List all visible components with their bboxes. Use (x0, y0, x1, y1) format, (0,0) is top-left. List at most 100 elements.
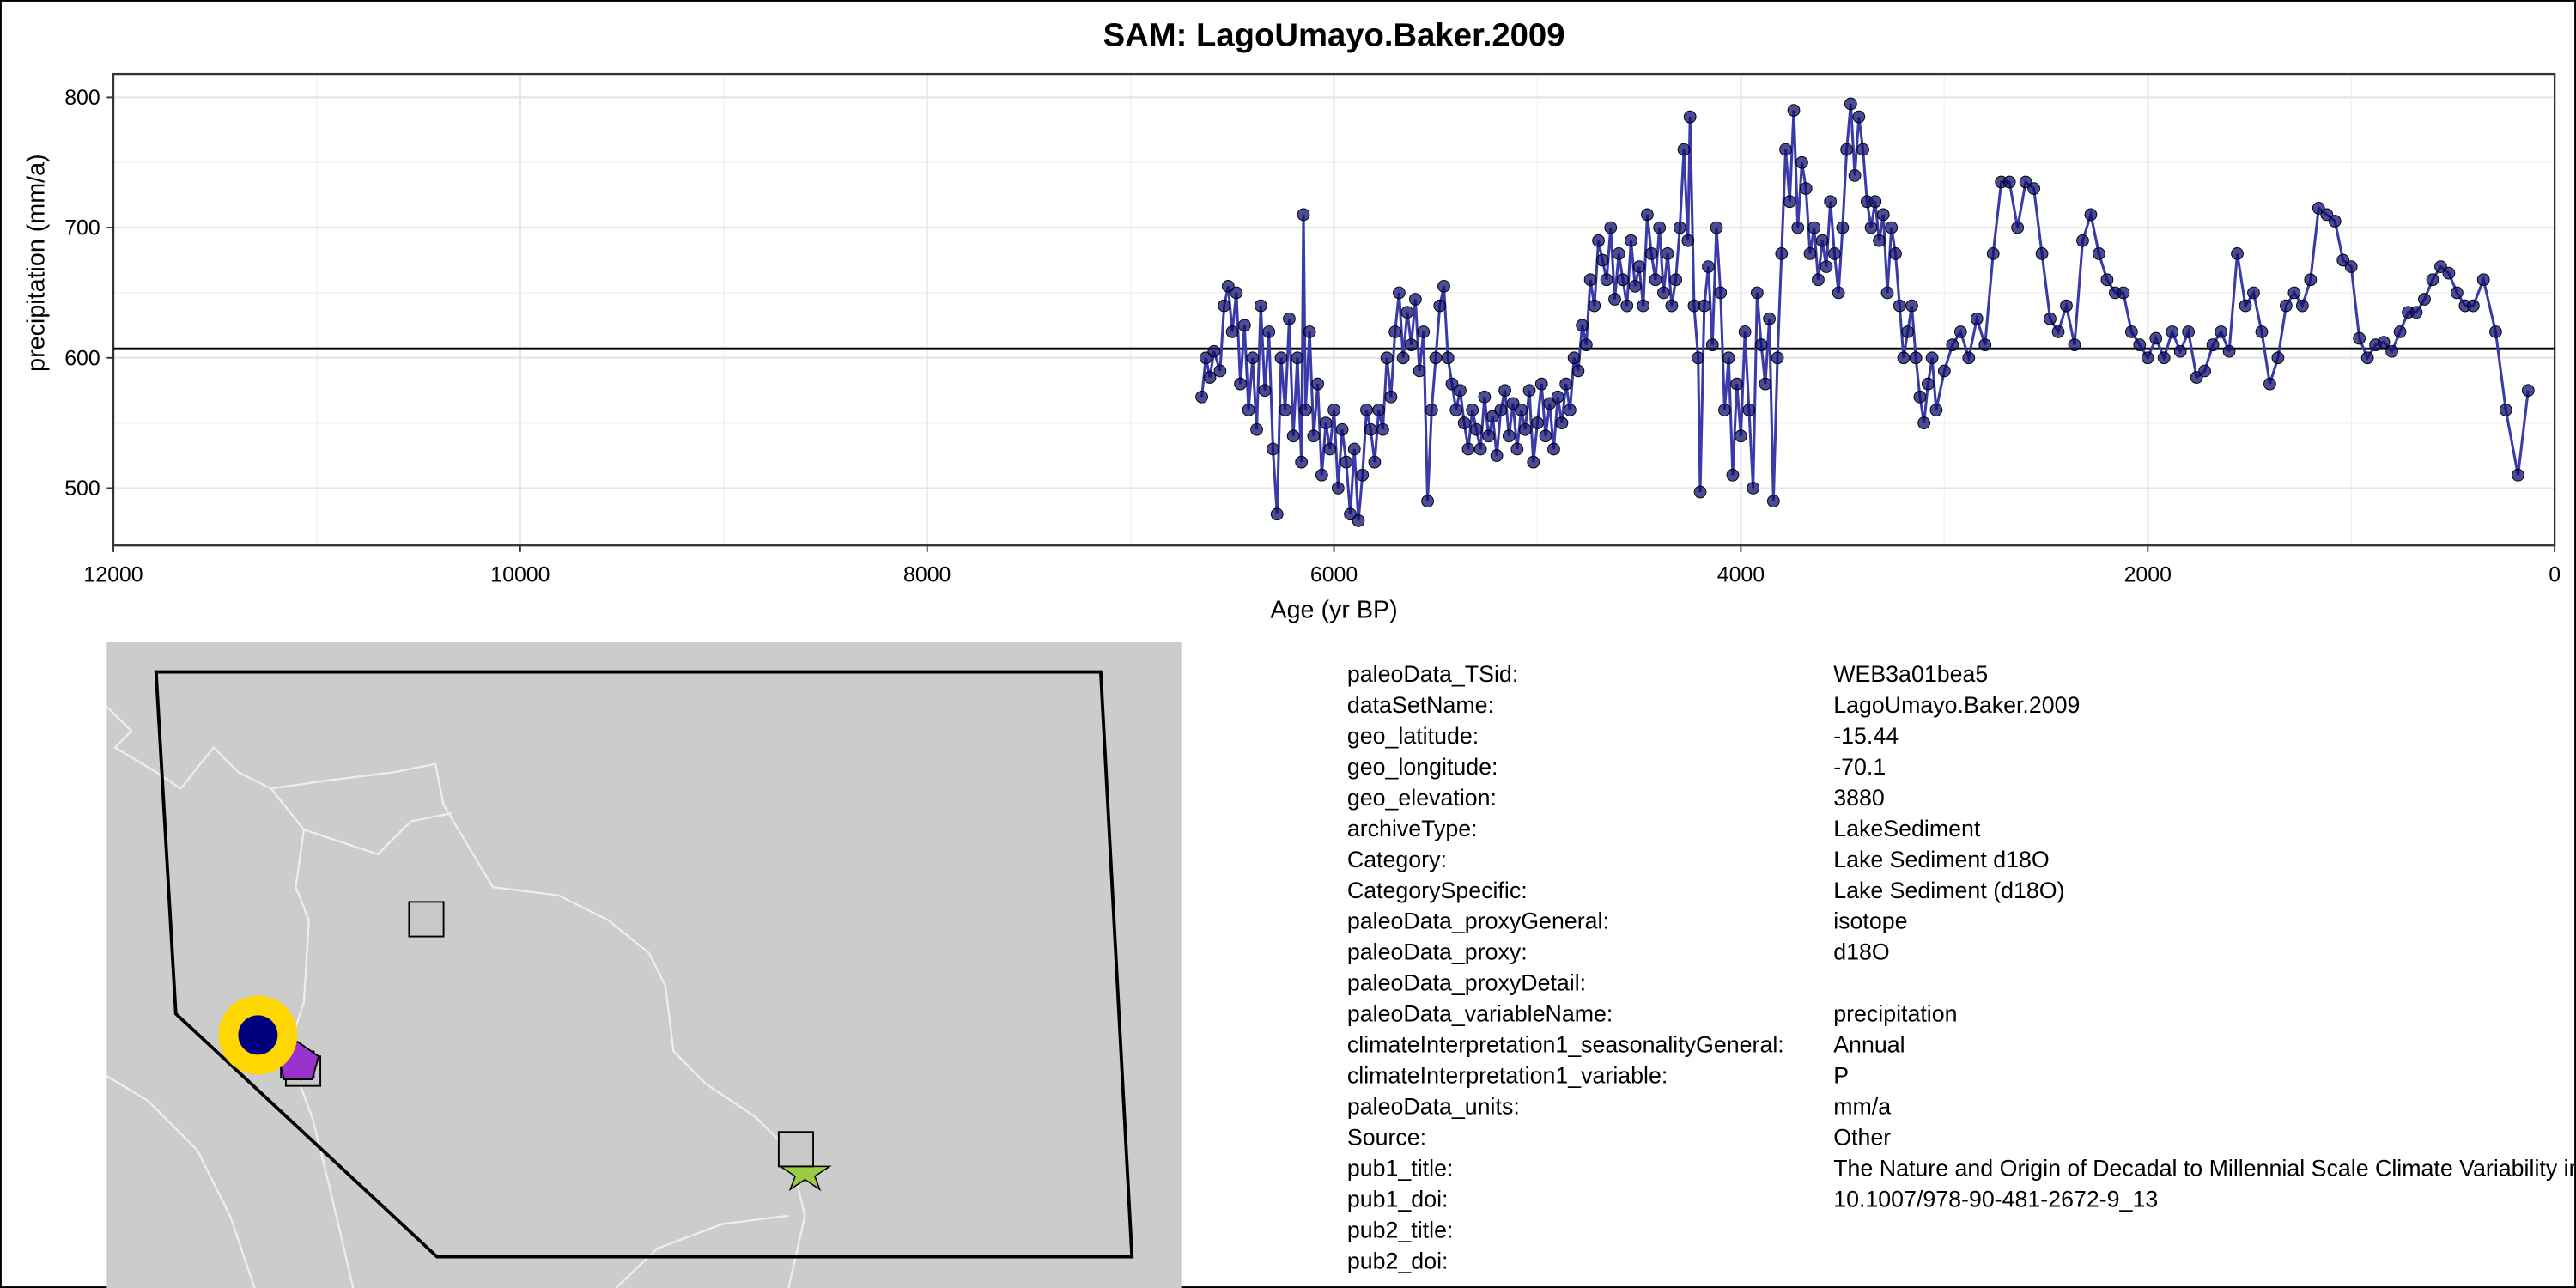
data-point (1925, 351, 1939, 365)
x-tick-label: 8000 (903, 562, 951, 586)
data-point (1539, 429, 1552, 443)
x-tick-label: 12000 (83, 562, 143, 586)
x-tick-label: 0 (2549, 562, 2561, 586)
data-point (1388, 325, 1402, 338)
data-point (2117, 286, 2130, 300)
data-point (1588, 299, 1601, 313)
data-point (1657, 286, 1670, 300)
metadata-key: geo_elevation: (1347, 785, 1497, 811)
metadata-value: Lake Sediment d18O (1833, 847, 2049, 872)
data-point (1730, 377, 1744, 391)
data-point (1889, 247, 1902, 260)
metadata-value: d18O (1833, 939, 1889, 965)
data-point (2476, 273, 2490, 287)
region-outline (154, 670, 1134, 1259)
data-point (1693, 485, 1707, 499)
data-point (2247, 286, 2260, 300)
metadata-key: paleoData_variableName: (1347, 1001, 1613, 1027)
data-point (2133, 338, 2147, 351)
data-point (1771, 351, 1784, 365)
metadata-value: The Nature and Origin of Decadal to Mill… (1833, 1156, 2576, 1182)
data-point (1254, 299, 1267, 313)
y-tick-label: 500 (64, 477, 100, 501)
data-point (2295, 299, 2309, 313)
data-point (1812, 273, 1825, 287)
data-point (1909, 351, 1923, 365)
y-axis-label: precipitation (mm/a) (23, 154, 51, 371)
data-point (1494, 404, 1508, 416)
y-tick-label: 800 (64, 86, 100, 110)
data-point (1735, 429, 1747, 443)
data-point (1518, 422, 1532, 436)
data-point (1795, 155, 1808, 169)
data-point (1225, 325, 1239, 338)
data-point (2011, 221, 2025, 234)
data-point (2157, 351, 2171, 365)
data-point (2222, 344, 2236, 358)
data-point (1595, 253, 1609, 267)
data-point (1429, 351, 1443, 365)
data-point (2255, 325, 2269, 338)
data-point (1564, 404, 1577, 416)
data-point (1754, 338, 1768, 351)
data-point (2393, 325, 2407, 338)
data-point (2499, 404, 2512, 416)
data-point (1555, 416, 1569, 429)
data-point (1681, 234, 1695, 247)
data-point (1413, 364, 1426, 378)
data-point (1579, 338, 1593, 351)
data-point (2198, 364, 2211, 378)
data-point (1751, 286, 1764, 300)
data-point (1267, 442, 1279, 456)
data-point (1592, 234, 1605, 247)
data-point (1620, 299, 1634, 313)
selected-site (238, 1015, 278, 1055)
data-point (1815, 234, 1829, 247)
data-point (1986, 247, 2000, 260)
data-point (1661, 247, 1674, 260)
data-point (1498, 384, 1511, 398)
metadata-value: precipitation (1833, 1001, 1957, 1027)
data-point (1522, 384, 1536, 398)
data-point (1213, 364, 1227, 378)
data-point (1698, 299, 1711, 313)
data-point (1356, 468, 1370, 482)
data-point (1433, 299, 1447, 313)
data-point (1335, 422, 1349, 436)
metadata-key: Source: (1347, 1125, 1426, 1151)
data-point (1547, 442, 1560, 456)
data-point (1441, 351, 1455, 365)
data-point (2093, 247, 2105, 260)
data-point (1612, 247, 1625, 260)
data-point (2100, 273, 2114, 287)
data-point (1766, 495, 1780, 507)
data-point (2271, 351, 2285, 365)
data-point (1408, 293, 1422, 306)
data-point (1644, 247, 1658, 260)
data-point (1327, 404, 1340, 416)
data-point (1246, 351, 1260, 365)
data-point (1286, 429, 1300, 443)
data-point (1531, 416, 1544, 429)
data-point (1799, 182, 1813, 195)
metadata-value: -15.44 (1833, 723, 1899, 749)
data-point (2521, 384, 2535, 398)
data-point (1649, 273, 1662, 287)
metadata-value: isotope (1833, 908, 1907, 934)
data-point (1364, 422, 1377, 436)
data-point (1551, 390, 1564, 404)
data-point (1625, 234, 1637, 247)
metadata-value: 3880 (1833, 785, 1885, 811)
data-point (1692, 351, 1705, 365)
data-point (1604, 221, 1618, 234)
data-point (2239, 299, 2252, 313)
data-point (1632, 260, 1646, 273)
data-point (1673, 221, 1686, 234)
data-point (2027, 182, 2040, 195)
data-point (2418, 293, 2431, 306)
data-point (1876, 208, 1890, 222)
y-tick-label: 600 (64, 346, 100, 370)
data-point (2287, 286, 2301, 300)
data-point (1534, 377, 1548, 391)
